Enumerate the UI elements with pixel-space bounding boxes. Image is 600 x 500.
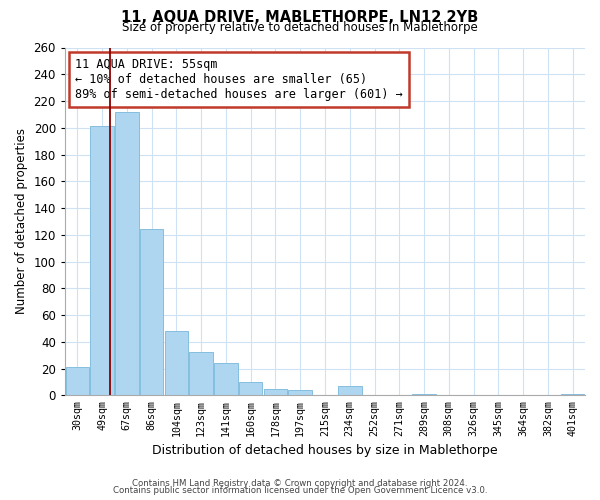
Text: Contains public sector information licensed under the Open Government Licence v3: Contains public sector information licen… [113, 486, 487, 495]
Bar [190, 352, 213, 396]
Bar [263, 388, 287, 396]
Bar [140, 230, 163, 396]
Bar [561, 394, 584, 396]
Y-axis label: Number of detached properties: Number of detached properties [15, 128, 28, 314]
Text: Size of property relative to detached houses in Mablethorpe: Size of property relative to detached ho… [122, 21, 478, 34]
Bar [164, 331, 188, 396]
Bar [289, 390, 312, 396]
Bar [338, 386, 362, 396]
Bar [115, 112, 139, 396]
Text: 11 AQUA DRIVE: 55sqm
← 10% of detached houses are smaller (65)
89% of semi-detac: 11 AQUA DRIVE: 55sqm ← 10% of detached h… [76, 58, 403, 101]
Bar [239, 382, 262, 396]
Bar [65, 367, 89, 396]
Text: 11, AQUA DRIVE, MABLETHORPE, LN12 2YB: 11, AQUA DRIVE, MABLETHORPE, LN12 2YB [121, 10, 479, 25]
Bar [214, 363, 238, 396]
Bar [91, 126, 114, 396]
Text: Contains HM Land Registry data © Crown copyright and database right 2024.: Contains HM Land Registry data © Crown c… [132, 478, 468, 488]
Bar [412, 394, 436, 396]
X-axis label: Distribution of detached houses by size in Mablethorpe: Distribution of detached houses by size … [152, 444, 498, 458]
